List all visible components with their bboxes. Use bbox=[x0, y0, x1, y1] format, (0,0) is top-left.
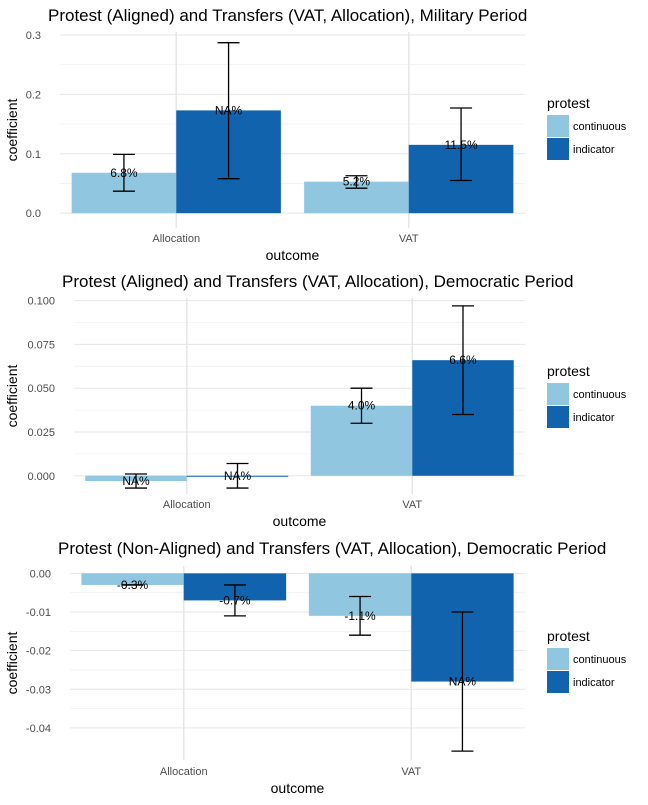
y-tick-label: -0.03 bbox=[26, 684, 51, 696]
error-bar bbox=[112, 153, 135, 192]
error-bar bbox=[451, 611, 474, 752]
data-label: 6.8% bbox=[110, 166, 138, 180]
legend-title: protest bbox=[547, 363, 590, 379]
error-bar bbox=[217, 42, 240, 180]
y-tick-label: 0.00 bbox=[30, 568, 51, 580]
legend: protest continuous indicator bbox=[547, 363, 627, 428]
chart-title: Protest (Non-Aligned) and Transfers (VAT… bbox=[58, 539, 606, 558]
legend-label-continuous: continuous bbox=[573, 389, 627, 401]
chart-title: Protest (Aligned) and Transfers (VAT, Al… bbox=[62, 272, 573, 291]
legend-label-continuous: continuous bbox=[573, 121, 627, 133]
error-bar bbox=[345, 175, 368, 189]
data-label: 4.0% bbox=[348, 399, 376, 413]
legend-label-indicator: indicator bbox=[573, 677, 615, 689]
data-label: -0.3% bbox=[117, 578, 149, 592]
y-tick-label: 0.1 bbox=[26, 149, 41, 161]
chart-panel-2: 0.000 0.025 0.050 0.075 0.100 Allocation VAT NA… bbox=[4, 272, 627, 529]
y-tick-label: 0.0 bbox=[26, 208, 41, 220]
chart-panel-3: 0.00 -0.01 -0.02 -0.03 -0.04 Allocation VAT -0.… bbox=[4, 539, 627, 796]
data-label: 5.2% bbox=[343, 175, 371, 189]
legend-title: protest bbox=[547, 95, 590, 111]
y-tick-label: -0.01 bbox=[26, 607, 51, 619]
legend-swatch-continuous bbox=[547, 383, 569, 405]
legend-title: protest bbox=[547, 628, 590, 644]
y-tick-label: 0.2 bbox=[26, 89, 41, 101]
error-bar bbox=[450, 107, 473, 182]
x-axis-label: outcome bbox=[266, 247, 320, 263]
legend-label-indicator: indicator bbox=[573, 144, 615, 156]
legend-swatch-continuous bbox=[547, 115, 569, 137]
legend-swatch-indicator bbox=[547, 671, 569, 693]
x-tick-label: VAT bbox=[399, 233, 419, 245]
error-bar bbox=[226, 462, 249, 489]
data-label: NA% bbox=[122, 474, 150, 488]
x-tick-label: Allocation bbox=[160, 766, 208, 778]
legend-label-continuous: continuous bbox=[573, 654, 627, 666]
legend-swatch-indicator bbox=[547, 138, 569, 160]
x-tick-label: VAT bbox=[402, 499, 422, 511]
error-bar bbox=[223, 584, 246, 617]
legend-swatch-indicator bbox=[547, 406, 569, 428]
error-bar bbox=[125, 473, 148, 489]
data-label: 6.6% bbox=[449, 353, 477, 367]
y-tick-label: 0.050 bbox=[27, 383, 55, 395]
error-bar bbox=[349, 595, 372, 636]
y-tick-label: -0.04 bbox=[26, 723, 51, 735]
y-axis-label: coefficient bbox=[4, 364, 20, 427]
y-tick-label: 0.075 bbox=[27, 339, 55, 351]
y-tick-label: 0.3 bbox=[26, 30, 41, 42]
error-bar bbox=[451, 305, 474, 416]
y-tick-label: 0.025 bbox=[27, 427, 55, 439]
y-tick-label: 0.100 bbox=[27, 296, 55, 308]
y-axis-label: coefficient bbox=[4, 631, 20, 694]
x-axis-label: outcome bbox=[271, 780, 325, 796]
data-label: 11.5% bbox=[444, 138, 477, 152]
legend-swatch-continuous bbox=[547, 648, 569, 670]
x-tick-label: Allocation bbox=[163, 499, 211, 511]
bar-continuous-allocation bbox=[81, 573, 184, 585]
y-axis-label: coefficient bbox=[4, 98, 20, 161]
x-axis-label: outcome bbox=[273, 513, 327, 529]
chart-title: Protest (Aligned) and Transfers (VAT, Al… bbox=[48, 6, 527, 25]
x-tick-label: VAT bbox=[401, 766, 421, 778]
x-tick-label: Allocation bbox=[152, 233, 200, 245]
data-label: NA% bbox=[224, 469, 252, 483]
data-label: -0.7% bbox=[219, 593, 251, 607]
legend: protest continuous indicator bbox=[547, 95, 627, 160]
y-tick-label: -0.02 bbox=[26, 646, 51, 658]
data-label: -1.1% bbox=[344, 609, 376, 623]
data-label: NA% bbox=[215, 103, 243, 117]
y-tick-label: 0.000 bbox=[27, 471, 55, 483]
legend: protest continuous indicator bbox=[547, 628, 627, 693]
data-label: NA% bbox=[449, 675, 477, 689]
error-bar bbox=[350, 387, 373, 424]
chart-panel-1: 0.0 0.1 0.2 0.3 Allocation VAT 6.8% 5.2% NA% 11.5… bbox=[4, 6, 627, 263]
legend-label-indicator: indicator bbox=[573, 412, 615, 424]
